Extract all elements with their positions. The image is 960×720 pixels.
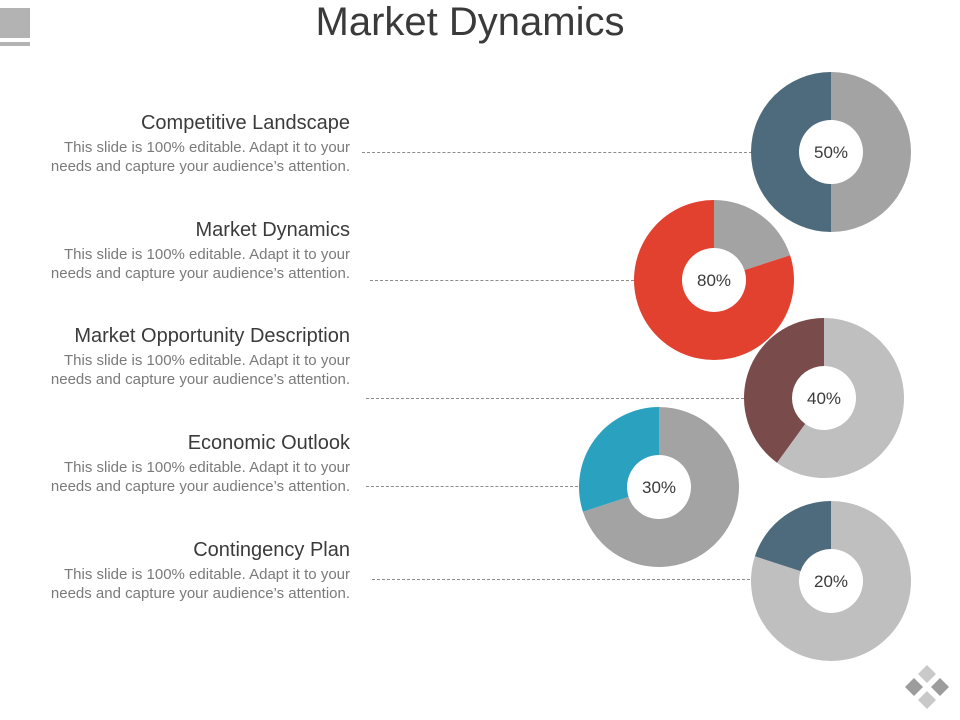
donut-remainder-segment — [776, 318, 904, 478]
donut-value-segment — [754, 501, 831, 572]
donut-percent-label: 30% — [642, 478, 676, 497]
donut-value-segment — [634, 200, 794, 360]
list-item-economic-outlook: Economic Outlook This slide is 100% edit… — [20, 431, 350, 496]
dashed-connector — [362, 152, 752, 153]
donut-percent-label: 40% — [807, 389, 841, 408]
donut-remainder-segment — [751, 501, 911, 661]
dashed-connector — [366, 398, 744, 399]
item-heading: Economic Outlook — [187, 432, 350, 454]
donut-remainder-segment — [714, 200, 791, 271]
list-item-contingency-plan: Contingency Plan This slide is 100% edit… — [20, 538, 350, 603]
list-item-market-opportunity: Market Opportunity Description This slid… — [20, 324, 350, 389]
donut-percent-label: 80% — [697, 271, 731, 290]
donut-remainder-segment — [831, 72, 911, 232]
donut-value-segment — [579, 407, 659, 512]
item-heading: Contingency Plan — [193, 539, 350, 561]
dashed-connector — [370, 280, 634, 281]
item-description: This slide is 100% editable. Adapt it to… — [50, 352, 350, 388]
item-description: This slide is 100% editable. Adapt it to… — [50, 459, 350, 495]
item-description: This slide is 100% editable. Adapt it to… — [50, 139, 350, 175]
item-heading: Competitive Landscape — [140, 112, 350, 134]
item-description: This slide is 100% editable. Adapt it to… — [50, 246, 350, 282]
page-title: Market Dynamics — [315, 0, 625, 44]
list-item-competitive-landscape: Competitive Landscape This slide is 100%… — [20, 111, 350, 176]
dashed-connector — [372, 579, 750, 580]
item-description: This slide is 100% editable. Adapt it to… — [50, 566, 350, 602]
donut-value-segment — [744, 318, 824, 463]
item-heading: Market Opportunity Description — [74, 325, 350, 347]
dashed-connector — [366, 486, 578, 487]
list-item-market-dynamics: Market Dynamics This slide is 100% edita… — [20, 218, 350, 283]
donut-chart-80: 80% — [634, 200, 794, 360]
donut-value-segment — [751, 72, 831, 232]
donut-percent-label: 20% — [814, 572, 848, 591]
gray-square-icon — [0, 8, 30, 46]
item-heading: Market Dynamics — [195, 219, 350, 241]
donut-remainder-segment — [582, 407, 739, 567]
donut-chart-50: 50% — [751, 72, 911, 232]
donut-percent-label: 50% — [814, 143, 848, 162]
donut-chart-30: 30% — [579, 407, 739, 567]
diamond-logo-icon — [905, 665, 949, 709]
donut-chart-40: 40% — [744, 318, 904, 478]
donut-chart-20: 20% — [751, 501, 911, 661]
